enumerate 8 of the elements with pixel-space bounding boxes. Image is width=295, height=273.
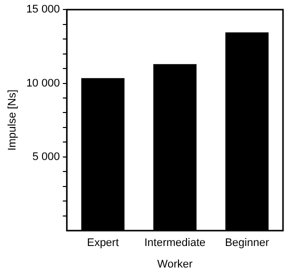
x-tick-label: Expert: [86, 237, 119, 250]
y-tick-label: 10 000: [26, 77, 60, 90]
x-axis-title: Worker: [157, 258, 193, 270]
x-tick-label: Beginner: [224, 237, 270, 250]
y-tick-label: 15 000: [26, 4, 60, 16]
y-tick-label: 5 000: [32, 150, 60, 163]
x-tick-label: Intermediate: [144, 237, 206, 250]
y-axis-title: Impulse [Ns]: [6, 90, 19, 151]
